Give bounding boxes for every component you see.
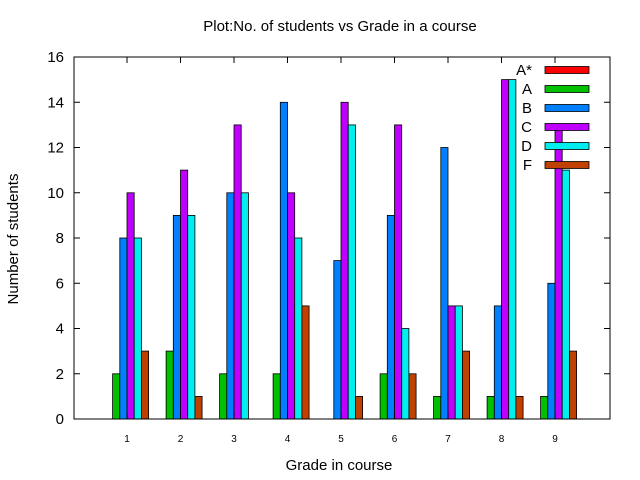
bar-c-7 <box>447 305 456 420</box>
x-tick-label: 1 <box>124 434 130 445</box>
bar-f-6 <box>408 373 417 420</box>
x-tick-label: 6 <box>392 434 398 445</box>
bar-d-2 <box>187 214 196 420</box>
bar-d-1 <box>133 237 142 420</box>
x-tick-label: 9 <box>552 434 558 445</box>
bar-a-8 <box>486 395 495 420</box>
bar-d-9 <box>561 169 570 420</box>
bar-f-7 <box>461 350 470 420</box>
bar-f-4 <box>301 305 310 420</box>
bar-c-9 <box>554 124 563 420</box>
x-tick-label: 7 <box>445 434 451 445</box>
x-tick-label: 4 <box>285 434 291 445</box>
bar-b-8 <box>493 305 502 420</box>
legend-swatch <box>544 66 590 74</box>
bars-group <box>112 79 578 420</box>
bar-a-7 <box>433 395 442 420</box>
chart-title: Plot:No. of students vs Grade in a cours… <box>203 18 476 35</box>
legend-swatch <box>544 142 590 150</box>
bar-f-2 <box>194 395 203 420</box>
bar-b-2 <box>172 214 181 420</box>
legend-swatch <box>544 161 590 169</box>
bar-a-9 <box>540 395 549 420</box>
bar-a-1 <box>112 373 121 420</box>
y-tick-label: 2 <box>56 366 64 383</box>
bar-c-2 <box>180 169 189 420</box>
bar-b-7 <box>440 147 449 420</box>
bar-a-2 <box>165 350 174 420</box>
bar-d-8 <box>508 79 517 420</box>
bar-b-6 <box>386 214 395 420</box>
bar-d-6 <box>401 328 410 420</box>
bar-c-3 <box>233 124 242 420</box>
x-ticks: 1 2 3 4 5 6 7 8 9 <box>124 57 558 445</box>
bar-a-4 <box>272 373 281 420</box>
y-axis-label: Number of students <box>5 174 22 305</box>
x-tick-label: 5 <box>338 434 344 445</box>
bar-c-8 <box>501 79 510 420</box>
legend-label: F <box>523 157 532 174</box>
x-tick-label: 8 <box>499 434 505 445</box>
x-tick-label: 3 <box>231 434 237 445</box>
bar-b-4 <box>279 101 288 420</box>
bar-d-5 <box>347 124 356 420</box>
bar-d-7 <box>454 305 463 420</box>
bar-b-1 <box>119 237 128 420</box>
bar-f-8 <box>515 395 524 420</box>
bar-f-1 <box>140 350 149 420</box>
y-tick-label: 16 <box>47 49 64 66</box>
bar-c-6 <box>394 124 403 420</box>
legend-swatch <box>544 123 590 131</box>
y-tick-label: 12 <box>47 140 64 157</box>
legend-label: C <box>521 119 532 136</box>
y-tick-label: 6 <box>56 275 64 292</box>
y-tick-label: 10 <box>47 185 64 202</box>
bar-c-1 <box>126 192 135 420</box>
x-axis-label: Grade in course <box>286 457 393 474</box>
bar-d-4 <box>294 237 303 420</box>
bar-c-5 <box>340 101 349 420</box>
y-tick-label: 14 <box>47 94 64 111</box>
legend-label: D <box>521 138 532 155</box>
legend-label: A* <box>516 62 532 79</box>
legend-swatch <box>544 104 590 112</box>
y-tick-label: 0 <box>56 411 64 428</box>
bar-f-5 <box>354 395 363 420</box>
y-tick-label: 8 <box>56 230 64 247</box>
y-tick-label: 4 <box>56 321 64 338</box>
bar-d-3 <box>240 192 249 420</box>
bar-c-4 <box>287 192 296 420</box>
bar-f-9 <box>569 350 578 420</box>
bar-b-3 <box>226 192 235 420</box>
bar-b-9 <box>547 282 556 420</box>
y-ticks: 0 2 4 6 8 10 12 14 16 <box>47 49 610 428</box>
legend-label: A <box>522 81 532 98</box>
bar-a-3 <box>219 373 228 420</box>
bar-b-5 <box>333 260 342 420</box>
legend-swatch <box>544 85 590 93</box>
legend-label: B <box>522 100 532 117</box>
x-tick-label: 2 <box>178 434 184 445</box>
bar-a-6 <box>379 373 388 420</box>
